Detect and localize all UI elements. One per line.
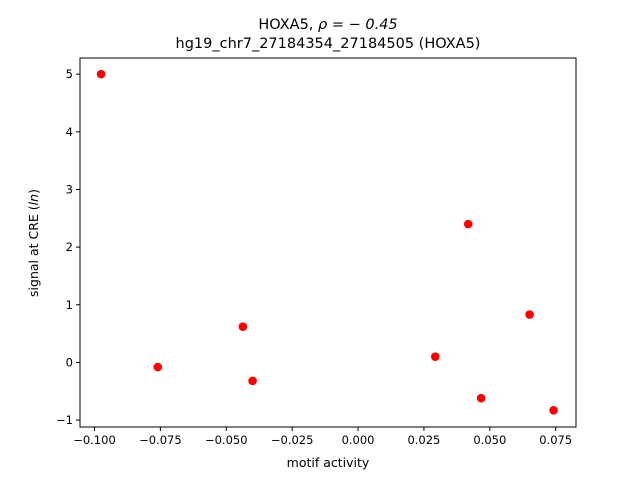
data-points xyxy=(97,70,558,415)
y-axis-label: signal at CRE (ln) xyxy=(26,189,41,297)
data-point xyxy=(525,310,534,319)
data-point xyxy=(549,406,558,415)
x-tick-label: 0.050 xyxy=(473,433,506,447)
y-tick-label: 3 xyxy=(66,182,73,196)
data-point xyxy=(248,377,257,386)
data-point xyxy=(239,322,248,331)
y-tick-label: −1 xyxy=(56,413,73,427)
x-tick-label: 0.000 xyxy=(342,433,375,447)
x-tick-label: −0.100 xyxy=(73,433,116,447)
x-axis-label: motif activity xyxy=(287,455,370,470)
y-tick-label: 2 xyxy=(66,240,73,254)
data-point xyxy=(97,70,106,79)
chart-title: HOXA5, ρ = − 0.45 xyxy=(258,17,397,33)
x-tick-label: −0.025 xyxy=(271,433,314,447)
x-tick-label: −0.075 xyxy=(139,433,182,447)
y-tick-label: 5 xyxy=(66,67,73,81)
data-point xyxy=(477,394,486,403)
data-point xyxy=(464,220,473,229)
axes-frame xyxy=(80,58,576,427)
y-tick-label: 0 xyxy=(66,355,73,369)
y-tick-label: 4 xyxy=(66,125,73,139)
x-tick-label: 0.025 xyxy=(407,433,440,447)
data-point xyxy=(153,363,162,372)
x-tick-label: 0.075 xyxy=(539,433,572,447)
chart-subtitle: hg19_chr7_27184354_27184505 (HOXA5) xyxy=(176,36,481,52)
x-tick-label: −0.050 xyxy=(205,433,248,447)
y-tick-label: 1 xyxy=(66,298,73,312)
x-axis: −0.100 −0.075 −0.050 −0.025 0.000 0.025 0.050 0… xyxy=(73,427,572,447)
data-point xyxy=(431,352,440,361)
y-axis: −1 0 1 2 3 4 5 xyxy=(56,67,80,427)
plot-area: −0.100 −0.075 −0.050 −0.025 0.000 0.025 0.050 0… xyxy=(56,58,576,447)
